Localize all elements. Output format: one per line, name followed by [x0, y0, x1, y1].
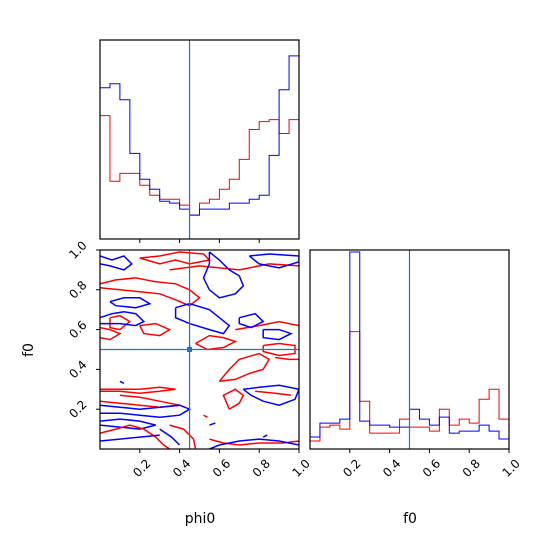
- contour-red-7: [109, 314, 132, 331]
- contour-red-5: [100, 277, 201, 307]
- x-phi0-tick-label-0: 0.2: [130, 456, 153, 479]
- contour-blue-0: [100, 255, 133, 271]
- contour-red-11: [139, 322, 172, 337]
- y-f0-tick-label-3: 0.8: [66, 278, 89, 301]
- contour-red-17: [218, 352, 271, 383]
- contour-blue-10: [174, 302, 231, 335]
- y-f0-tick-label-4: 1.0: [66, 238, 89, 261]
- contour-red-29: [222, 388, 245, 410]
- contour-red-22: [100, 394, 180, 408]
- x-axis-label-phi0: phi0: [185, 511, 216, 527]
- x-phi0-tick-label-1: 0.4: [170, 456, 193, 479]
- y-f0-tick-label-2: 0.6: [66, 318, 89, 341]
- contour-blue-9: [100, 310, 146, 327]
- contour-red-13: [235, 320, 299, 331]
- contour-blue-35: [209, 438, 299, 449]
- histogram-phi0-panel: [99, 39, 300, 243]
- hist-phi0-frame: [99, 39, 300, 240]
- contour-red-12: [195, 334, 238, 351]
- contour-blue-30: [242, 384, 299, 406]
- contour-red-16: [262, 342, 296, 357]
- y-f0-tick-label-0: 0.2: [66, 397, 89, 420]
- y-axis-label-f0: f0: [21, 343, 37, 357]
- hist-f0-series-blue: [309, 251, 510, 449]
- contour-blue-36: [262, 434, 268, 438]
- x-f0-tick-label-4: 1.0: [499, 456, 522, 479]
- x-axis-label-f0: f0: [403, 511, 417, 527]
- contour-blue-27: [159, 428, 181, 446]
- contour-blue-28: [100, 434, 160, 442]
- truth-marker: [187, 347, 193, 352]
- contour-red-25: [100, 424, 171, 449]
- joint-contour-panel: [99, 249, 300, 450]
- contour-blue-15: [262, 328, 293, 341]
- joint-contours: [100, 251, 299, 449]
- contour-red-32: [203, 414, 208, 418]
- x-f0-tick-label-2: 0.6: [420, 456, 443, 479]
- x-phi0-tick-label-2: 0.6: [210, 456, 233, 479]
- contour-blue-19: [119, 380, 125, 384]
- x-phi0-tick-label-3: 0.8: [250, 456, 273, 479]
- contour-blue-4: [202, 251, 245, 299]
- hist-f0-frame: [309, 249, 510, 450]
- contour-blue-23: [100, 404, 192, 418]
- contour-blue-33: [209, 422, 216, 426]
- hist-phi0-series-blue: [99, 55, 300, 239]
- contour-red-26: [169, 424, 197, 449]
- contour-blue-24: [100, 418, 156, 430]
- x-f0-tick-label-1: 0.4: [380, 456, 403, 479]
- x-f0-tick-label-3: 0.8: [460, 456, 483, 479]
- contour-red-21: [100, 386, 176, 395]
- x-phi0-tick-label-4: 1.0: [289, 456, 312, 479]
- contour-red-18: [274, 356, 299, 361]
- y-f0-tick-label-1: 0.4: [66, 358, 89, 381]
- contour-blue-3: [248, 253, 299, 269]
- contour-blue-14: [238, 312, 265, 329]
- contour-red-1: [139, 251, 211, 265]
- contour-red-31: [255, 390, 292, 397]
- joint-frame: [99, 249, 300, 450]
- x-f0-tick-label-0: 0.2: [340, 456, 363, 479]
- histogram-f0-panel: [309, 249, 510, 450]
- contour-red-8: [100, 326, 122, 341]
- hist-phi0-series-red: [99, 115, 300, 239]
- contour-blue-6: [109, 297, 152, 309]
